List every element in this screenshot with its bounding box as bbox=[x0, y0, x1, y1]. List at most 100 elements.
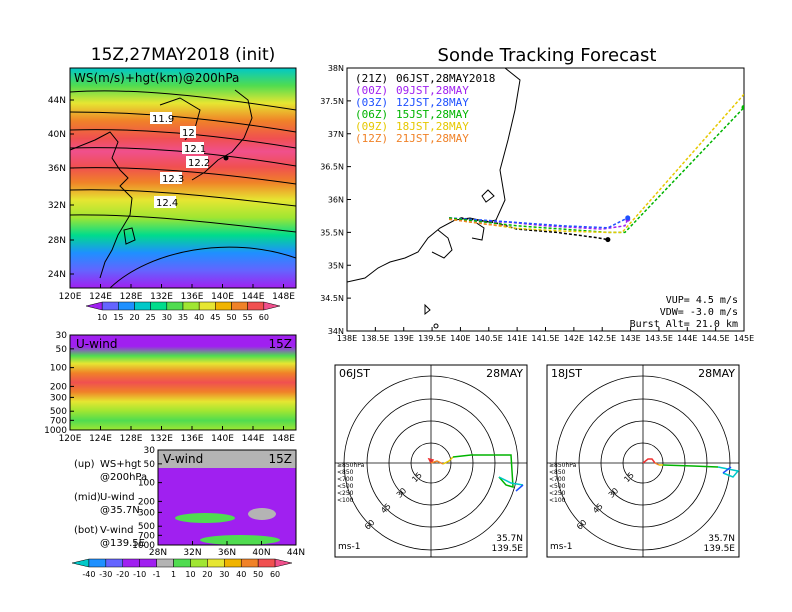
launch-time: 21JST,28MAY bbox=[396, 132, 469, 145]
launch-code: (03Z) bbox=[355, 96, 388, 109]
pressure-tick-label: 200 bbox=[138, 497, 155, 507]
lon-tick-label: 136E bbox=[181, 292, 204, 302]
note-mid-b: U-wind bbox=[100, 492, 135, 503]
colorbar-label: 60 bbox=[259, 313, 269, 322]
note-mid-a: (mid) bbox=[74, 492, 101, 503]
lon-tick-label: 140.5E bbox=[475, 334, 503, 343]
lat-tick-label: 37.5N bbox=[320, 97, 344, 106]
lat-tick-label: 35N bbox=[328, 261, 344, 270]
pressure-tick-label: 300 bbox=[138, 508, 155, 518]
v-wind-label: V-wind bbox=[163, 452, 203, 466]
lon-tick-label: 143.5E bbox=[645, 334, 673, 343]
track-line bbox=[449, 217, 629, 230]
colorbar-label: 40 bbox=[236, 570, 246, 579]
pressure-tick-label: 100 bbox=[50, 364, 67, 374]
pressure-tick-label: 300 bbox=[50, 393, 67, 403]
right-title: Sonde Tracking Forecast bbox=[438, 45, 657, 66]
lat-tick-label: 36N bbox=[48, 164, 66, 174]
hodograph-trace bbox=[498, 476, 524, 486]
note-up-c: @200hPa bbox=[100, 472, 147, 483]
lon-tick-label: 144E bbox=[242, 434, 265, 444]
colorbar-label: 20 bbox=[202, 570, 212, 579]
pressure-tick-label: 200 bbox=[50, 382, 67, 392]
track-lon-ticks: 138E 138.5E 139E 139.5E 140E 140.5E 141E 141.5E… bbox=[337, 327, 754, 343]
coastline-island bbox=[424, 303, 431, 316]
lat-tick-label: 34N bbox=[328, 327, 344, 336]
hodograph-time: 06JST bbox=[339, 367, 370, 380]
colorbar-swatch bbox=[156, 558, 174, 568]
colorbar-label: 10 bbox=[185, 570, 195, 579]
bottom-colorbar: -40 -30 -20 -10 -1 1 10 20 30 40 50 60 bbox=[71, 558, 293, 579]
track-frame bbox=[346, 67, 745, 332]
lon-tick-label: 140E bbox=[450, 334, 470, 343]
colorbar-label: -30 bbox=[99, 570, 112, 579]
level-label: <700 bbox=[337, 476, 354, 483]
launch-time: 15JST,28MAY bbox=[396, 108, 469, 121]
v-wind-region-weak bbox=[248, 508, 276, 520]
colorbar-label: -10 bbox=[133, 570, 146, 579]
colorbar-swatch bbox=[118, 301, 135, 311]
coastline-taiwan bbox=[123, 227, 136, 245]
level-label: <850 bbox=[337, 469, 354, 476]
level-label: <100 bbox=[549, 497, 566, 504]
lat-tick-label: 28N bbox=[149, 548, 167, 558]
note-up-a: (up) bbox=[74, 459, 95, 470]
hodograph-trace bbox=[642, 458, 656, 464]
lon-tick-label: 144.5E bbox=[702, 334, 730, 343]
track-line bbox=[449, 217, 629, 229]
pressure-tick-label: 700 bbox=[138, 531, 155, 541]
lon-tick-label: 128E bbox=[120, 292, 143, 302]
u-wind-field bbox=[70, 335, 296, 430]
lon-tick-label: 139E bbox=[394, 334, 414, 343]
launch-code: (06Z) bbox=[355, 108, 388, 121]
map-lat-ticks: 44N 40N 36N 32N 28N 24N bbox=[48, 96, 74, 280]
u-wind-label: U-wind bbox=[76, 337, 117, 351]
lon-tick-label: 142E bbox=[564, 334, 584, 343]
lat-tick-label: 32N bbox=[48, 201, 66, 211]
pressure-tick-label: 500 bbox=[138, 522, 155, 532]
colorbar-label: -20 bbox=[116, 570, 129, 579]
station-marker bbox=[223, 155, 229, 161]
colorbar-label: 50 bbox=[253, 570, 263, 579]
colorbar-swatch bbox=[190, 558, 208, 568]
contour-label-box bbox=[180, 126, 196, 138]
lon-tick-label: 138E bbox=[337, 334, 357, 343]
level-label: <500 bbox=[549, 483, 566, 490]
pressure-tick-label: 1000 bbox=[44, 426, 67, 436]
colorbar-label: 25 bbox=[146, 313, 156, 322]
lon-tick-label: 139.5E bbox=[418, 334, 446, 343]
colorbar-swatch bbox=[105, 558, 124, 568]
track-line bbox=[460, 217, 609, 241]
colorbar-label: 55 bbox=[243, 313, 253, 322]
track-line bbox=[449, 106, 744, 234]
map-lon-ticks: 120E 124E 128E 132E 136E 140E 144E 148E bbox=[59, 284, 295, 302]
colorbar-label: 15 bbox=[113, 313, 123, 322]
hodograph-trace bbox=[515, 484, 524, 492]
colorbar-label: 60 bbox=[270, 570, 280, 579]
coastline-boso bbox=[471, 221, 485, 241]
colorbar-swatch bbox=[134, 301, 151, 311]
hodograph-lat: 35.7N bbox=[496, 534, 523, 544]
panel-legend-notes: (up) WS+hgt @200hPa (mid) U-wind @35.7N … bbox=[74, 459, 147, 549]
v-wind-region-positive bbox=[200, 535, 280, 545]
pressure-tick-label: 30 bbox=[56, 331, 68, 341]
u-wind-time: 15Z bbox=[269, 337, 293, 351]
pressure-tick-label: 1000 bbox=[132, 541, 155, 551]
launch-code: (21Z) bbox=[355, 72, 388, 85]
colorbar-label: 40 bbox=[194, 313, 204, 322]
lon-tick-label: 124E bbox=[89, 292, 112, 302]
launch-time: 09JST,28MAY bbox=[396, 84, 469, 97]
lat-tick-label: 36N bbox=[218, 548, 236, 558]
note-mid-c: @35.7N bbox=[100, 505, 140, 516]
param-burst: Burst Alt= 21.0 km bbox=[630, 319, 738, 330]
left-title: 15Z,27MAY2018 (init) bbox=[91, 45, 276, 65]
lon-tick-label: 142.5E bbox=[588, 334, 616, 343]
track-lines bbox=[449, 93, 744, 243]
coastline-honshu bbox=[347, 68, 521, 283]
colorbar-label: -1 bbox=[153, 570, 161, 579]
contour-label: 12 bbox=[182, 128, 195, 139]
param-vup: VUP= 4.5 m/s bbox=[666, 295, 738, 306]
colorbar-label: 35 bbox=[178, 313, 188, 322]
colorbar-swatch bbox=[85, 301, 103, 311]
